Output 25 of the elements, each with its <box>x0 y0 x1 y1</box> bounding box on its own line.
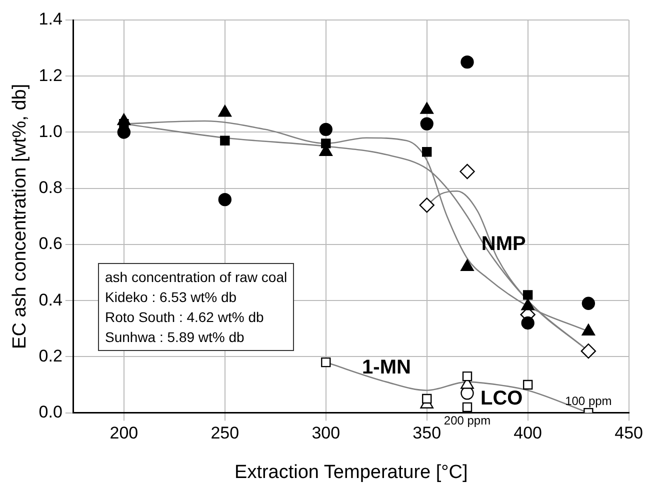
x-tick-label: 400 <box>514 424 542 443</box>
text: 200 ppm <box>444 414 491 428</box>
annotation: 100 ppm <box>565 394 612 408</box>
x-tick-label: 300 <box>312 424 340 443</box>
y-tick-label: 0.6 <box>38 234 62 254</box>
x-tick-label: 200 <box>110 424 138 443</box>
annotation: 1-MN <box>362 356 411 378</box>
x-tick-label: 450 <box>614 424 644 443</box>
y-tick-label: 0.2 <box>38 346 62 366</box>
y-tick-label: 0.4 <box>38 290 62 310</box>
annotation: NMP <box>481 232 526 255</box>
y-tick-label: 0.0 <box>38 402 62 422</box>
annotation: Roto South : 4.62 wt% db <box>105 308 265 327</box>
y-tick-label: 0.8 <box>38 178 62 198</box>
x-axis-title: Extraction Temperature [°C] <box>234 462 468 483</box>
y-tick-label: 1.2 <box>38 66 62 85</box>
y-axis-title: EC ash concentration [wt%, db] <box>10 84 31 349</box>
x-tick-label: 350 <box>412 424 442 443</box>
x-tick-label: 250 <box>210 424 240 443</box>
annotation: Kideko : 6.53 wt% db <box>105 288 238 307</box>
annotation: LCO <box>480 387 523 410</box>
y-tick-label: 1.0 <box>38 122 62 141</box>
annotation: Sunhwa : 5.89 wt% db <box>105 328 246 347</box>
y-tick-label: 1.4 <box>38 10 62 29</box>
annotation: ash concentration of raw coal <box>105 268 288 287</box>
